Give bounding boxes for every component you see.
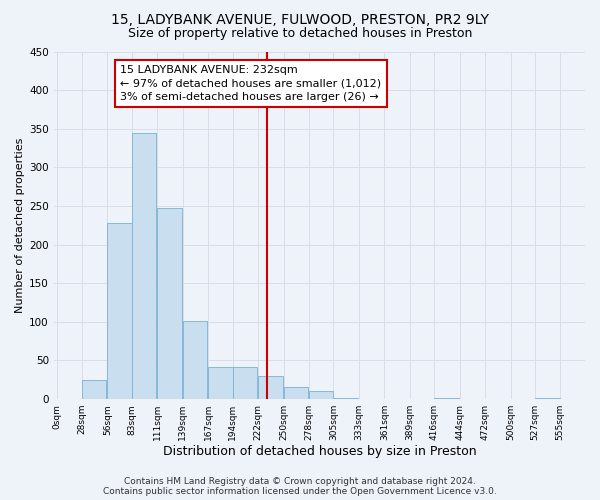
Bar [284,386,308,399]
Bar [132,132,157,399]
Bar [309,392,334,399]
Bar [82,380,106,399]
Bar [334,398,358,399]
Text: 15, LADYBANK AVENUE, FULWOOD, PRESTON, PR2 9LY: 15, LADYBANK AVENUE, FULWOOD, PRESTON, P… [111,12,489,26]
Bar [208,368,233,399]
Bar [233,368,257,399]
Y-axis label: Number of detached properties: Number of detached properties [15,138,25,313]
Bar [183,321,207,399]
Text: Contains HM Land Registry data © Crown copyright and database right 2024.: Contains HM Land Registry data © Crown c… [124,477,476,486]
Bar [107,223,132,399]
Text: 15 LADYBANK AVENUE: 232sqm
← 97% of detached houses are smaller (1,012)
3% of se: 15 LADYBANK AVENUE: 232sqm ← 97% of deta… [120,66,381,102]
Bar [157,208,182,399]
Bar [258,376,283,399]
X-axis label: Distribution of detached houses by size in Preston: Distribution of detached houses by size … [163,444,476,458]
Text: Contains public sector information licensed under the Open Government Licence v3: Contains public sector information licen… [103,487,497,496]
Bar [434,398,459,399]
Bar [535,398,560,399]
Text: Size of property relative to detached houses in Preston: Size of property relative to detached ho… [128,28,472,40]
